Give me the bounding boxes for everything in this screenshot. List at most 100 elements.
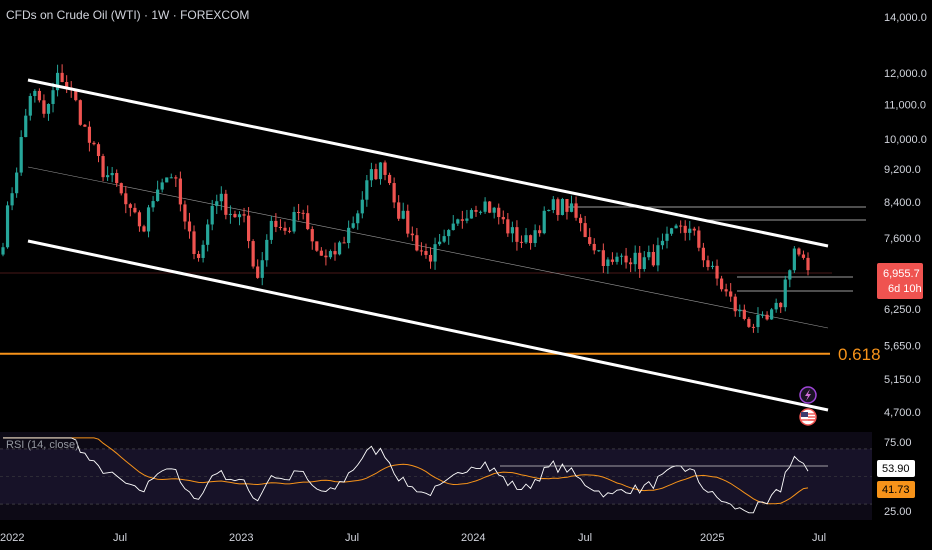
chart-header: CFDs on Crude Oil (WTI) · 1W · FOREXCOM — [6, 8, 249, 22]
candle-body — [629, 262, 633, 265]
bull-candle — [237, 211, 242, 226]
bull-candle — [156, 180, 160, 202]
bear-candle — [283, 221, 287, 235]
candle-body — [451, 223, 455, 231]
bear-candle — [137, 210, 142, 232]
bear-candle — [224, 189, 228, 220]
rsi-band — [0, 448, 872, 505]
bull-candle — [569, 195, 574, 213]
candle-body — [747, 318, 751, 327]
y-tick-label: 5,150.0 — [884, 374, 921, 386]
candle-body — [160, 182, 164, 190]
bull-candle — [456, 218, 460, 226]
rsi-ma-value: 41.73 — [882, 484, 910, 496]
candle-body — [51, 90, 55, 104]
bear-candle — [506, 213, 510, 237]
bear-candle — [742, 304, 746, 321]
bear-candle — [751, 323, 756, 333]
bear-candle — [515, 220, 519, 251]
candle-body — [297, 212, 301, 214]
candle-body — [692, 228, 696, 231]
bear-candle — [233, 210, 237, 218]
candle-body — [115, 173, 119, 184]
bear-candle — [719, 275, 724, 292]
candle-body — [192, 231, 196, 254]
candle-body — [697, 230, 701, 248]
candle-body — [510, 227, 514, 234]
candle-body — [242, 214, 246, 216]
bear-candle — [806, 252, 810, 276]
bear-candle — [124, 186, 128, 214]
candle-body — [615, 256, 619, 262]
bear-candle — [42, 94, 46, 118]
rsi-value-box — [877, 460, 915, 477]
bull-candle — [269, 216, 273, 244]
us-flag-event-icon[interactable] — [799, 408, 817, 426]
candle-body — [324, 255, 328, 258]
bull-candle — [542, 206, 546, 235]
candle-body — [37, 90, 41, 101]
candle-body — [228, 213, 233, 215]
x-tick-label: Jul — [578, 532, 592, 544]
bear-candle — [692, 226, 696, 236]
bear-candle — [78, 99, 82, 126]
bear-candle — [519, 235, 524, 248]
bear-candle — [96, 142, 101, 163]
candle-body — [597, 250, 601, 252]
candle-body — [215, 201, 219, 206]
bull-candle — [710, 261, 715, 270]
bear-candle — [242, 207, 246, 223]
candle-body — [665, 233, 669, 241]
candle-body — [356, 213, 360, 224]
bear-candle — [424, 243, 428, 259]
channel-lower-line — [27, 239, 829, 412]
bear-candle — [797, 247, 801, 257]
candle-body — [265, 239, 269, 261]
y-tick-label: 9,200.0 — [884, 164, 921, 176]
bear-candle — [374, 163, 378, 181]
bull-candle — [533, 224, 537, 247]
candle-body — [583, 223, 587, 238]
bear-candle — [142, 224, 146, 233]
candle-body — [638, 252, 642, 270]
candle-body — [592, 243, 596, 251]
candle-body — [801, 254, 806, 258]
candle-body — [465, 218, 469, 221]
bear-candle — [747, 317, 751, 328]
candle-body — [606, 259, 610, 267]
bull-candle — [606, 257, 610, 274]
interval-label[interactable]: 1W — [151, 8, 170, 22]
lightning-event-icon[interactable] — [799, 386, 817, 404]
bear-candle — [574, 196, 578, 221]
bull-candle — [206, 219, 210, 252]
candle-body — [633, 252, 637, 265]
x-tick-label: 2025 — [700, 532, 724, 544]
bear-candle — [565, 199, 569, 220]
candle-body — [442, 236, 446, 242]
candle-body — [497, 207, 501, 218]
bull-candle — [46, 103, 51, 121]
last-price-label: 6,955.7 6d 10h — [877, 263, 923, 299]
candle-body — [201, 244, 205, 258]
candle-body — [478, 211, 483, 213]
bull-candle — [401, 202, 405, 220]
bear-candle — [501, 210, 505, 224]
candle-body — [438, 241, 442, 245]
candle-body — [74, 89, 78, 101]
bull-candle — [447, 228, 451, 245]
candle-body — [278, 226, 283, 228]
bull-candle — [669, 227, 674, 236]
last-price-value: 6,955.7 — [883, 268, 920, 280]
candle-body — [306, 213, 310, 230]
candle-body — [183, 204, 187, 222]
bull-candle — [465, 209, 469, 224]
bear-candle — [196, 250, 201, 262]
candle-body — [283, 227, 287, 231]
bull-candle — [665, 226, 669, 249]
symbol-name[interactable]: CFDs on Crude Oil (WTI) — [6, 8, 141, 22]
bear-candle — [779, 302, 783, 313]
rsi-ma-value-label: 41.73 — [877, 481, 915, 498]
bull-candle — [55, 64, 60, 97]
candle-body — [351, 223, 355, 228]
